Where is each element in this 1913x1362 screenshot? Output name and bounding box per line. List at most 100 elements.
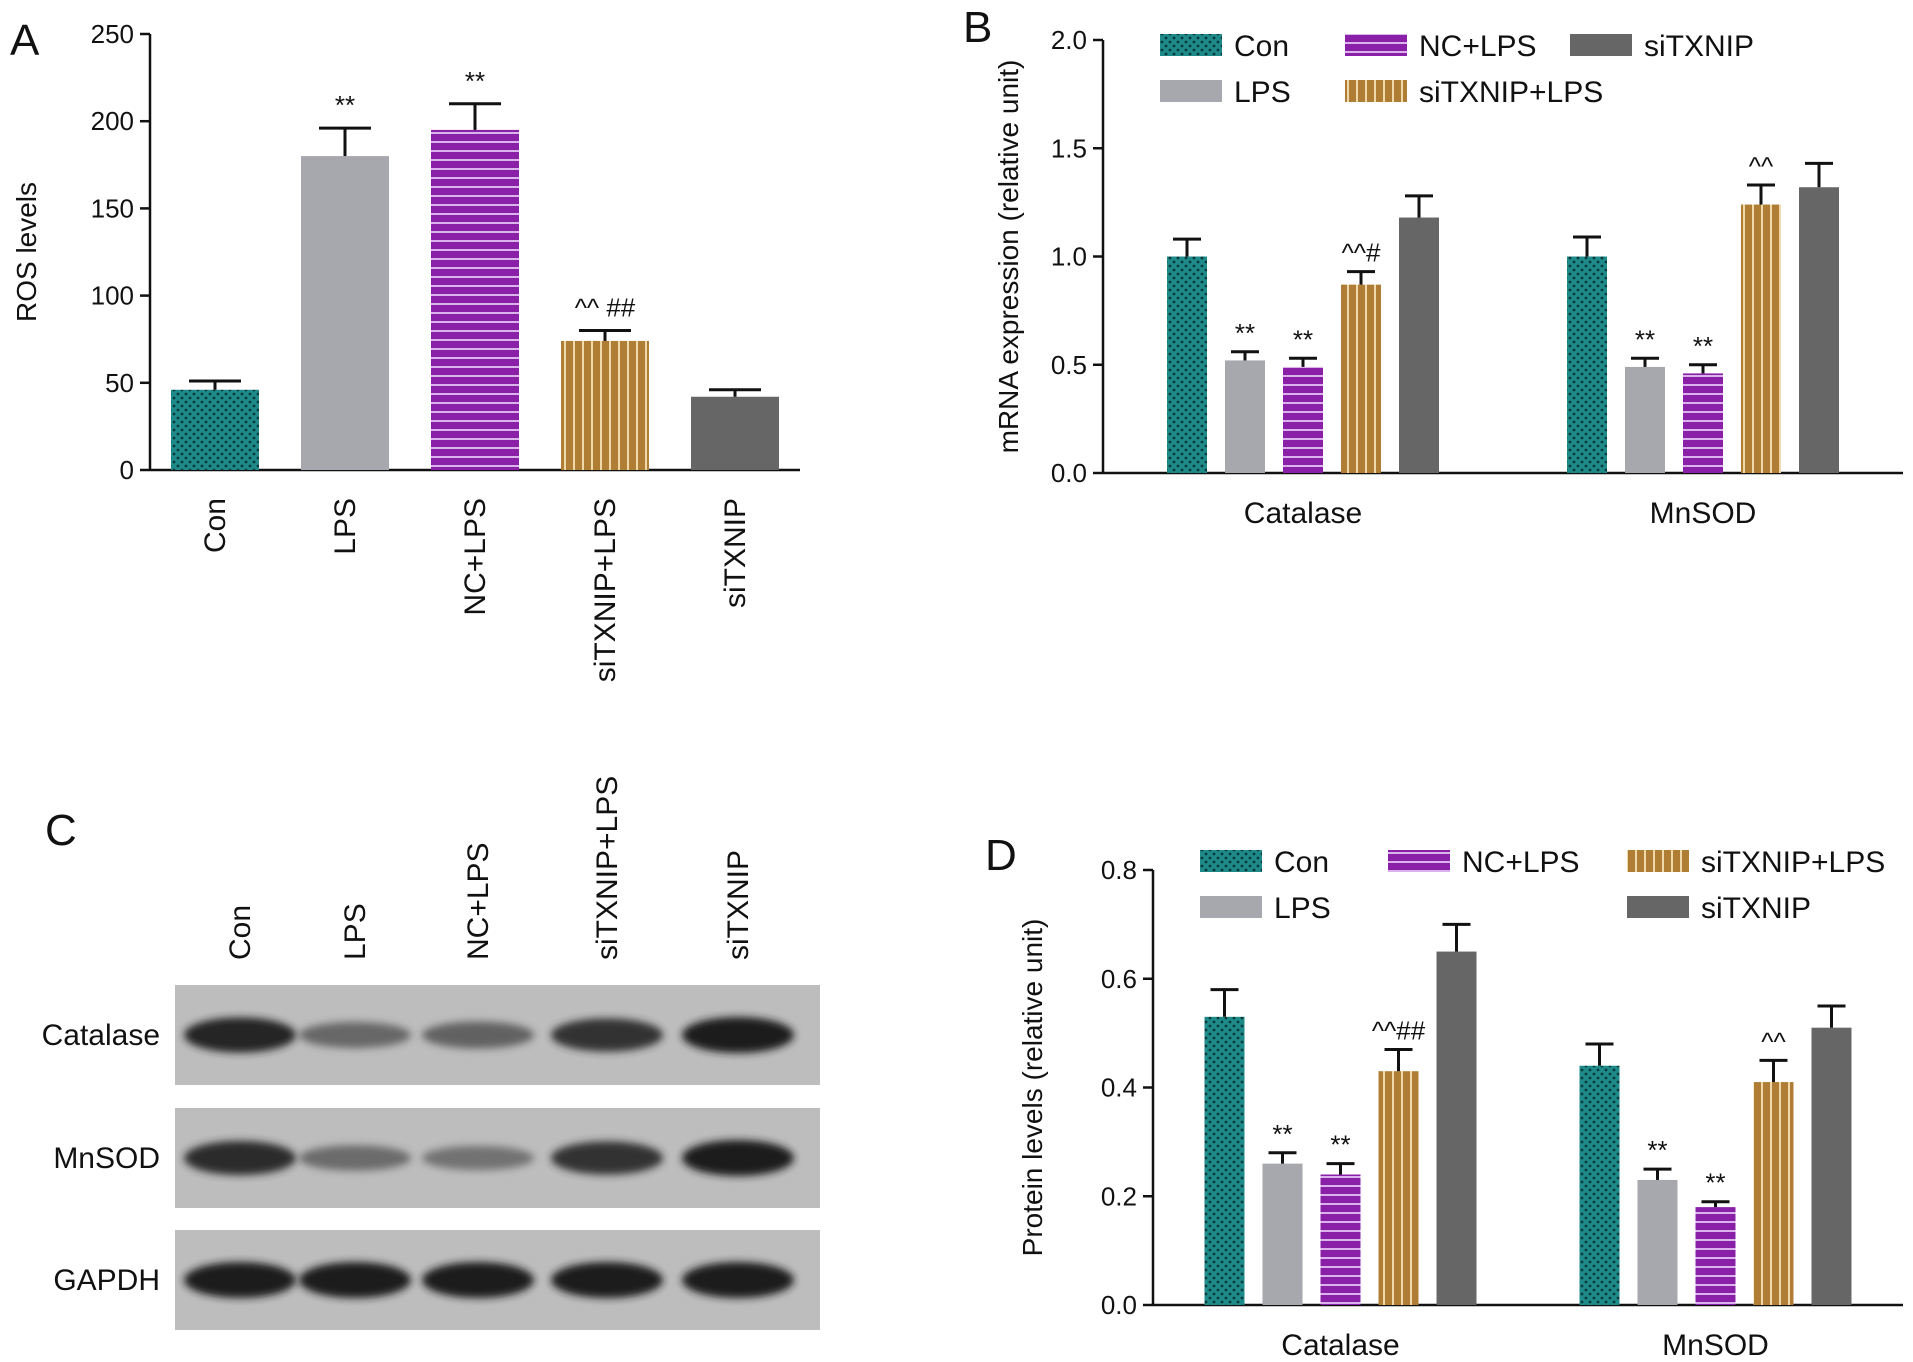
bar-lps-mnsod — [1637, 1179, 1678, 1305]
chart-d-protein-levels: 0.0 0.2 0.4 0.6 0.8 Protein levels (relative … — [1017, 846, 1903, 1362]
x-tick-label: NC+LPS — [459, 498, 492, 616]
lane-label-sitxnip: siTXNIP — [722, 850, 755, 960]
bar-nc-lps-catalase — [1283, 366, 1323, 473]
bar-sitxnip-lps-catalase — [1341, 284, 1381, 473]
blot-band — [551, 1018, 663, 1052]
lane-label-con: Con — [224, 905, 257, 960]
blot-band — [299, 1145, 411, 1171]
x-tick-label: LPS — [329, 498, 362, 555]
x-tick-label: siTXNIP — [719, 498, 752, 608]
legend-swatch-icon — [1200, 850, 1262, 872]
y-axis-label: ROS levels — [11, 182, 42, 322]
legend-swatch-icon — [1345, 34, 1407, 56]
legend-entry-sitxnip-lps: siTXNIP+LPS — [1345, 76, 1603, 109]
x-tick-label: Catalase — [1281, 1329, 1399, 1362]
y-tick-label: 0.2 — [1101, 1181, 1137, 1211]
legend-label: siTXNIP+LPS — [1701, 846, 1885, 879]
legend-label: siTXNIP — [1701, 892, 1811, 925]
legend-entry-con: Con — [1200, 846, 1329, 879]
x-tick-label: Catalase — [1244, 497, 1362, 530]
significance-label: ^^## — [1372, 1015, 1426, 1045]
significance-label: ** — [1272, 1119, 1292, 1149]
y-axis-label: Protein levels (relative unit) — [1017, 919, 1048, 1257]
bar-nc-lps-catalase — [1320, 1174, 1361, 1305]
y-tick-label: 200 — [91, 106, 134, 136]
y-tick-label: 0.5 — [1051, 350, 1087, 380]
panel-letter-a: A — [10, 16, 40, 65]
bar-con-mnsod — [1567, 256, 1607, 473]
bar-lps-catalase — [1262, 1163, 1303, 1305]
y-tick-label: 0.0 — [1101, 1290, 1137, 1320]
significance-label: ** — [1705, 1168, 1725, 1198]
legend-label: siTXNIP — [1644, 30, 1754, 63]
x-tick-label: MnSOD — [1650, 497, 1757, 530]
panel-letter-c: C — [45, 806, 77, 855]
legend-swatch-icon — [1345, 80, 1407, 102]
legend-entry-sitxnip-lps: siTXNIP+LPS — [1627, 846, 1885, 879]
bar-nc-lps-mnsod — [1695, 1207, 1736, 1305]
legend-swatch-icon — [1160, 80, 1222, 102]
significance-label: ** — [465, 66, 485, 96]
legend-entry-sitxnip: siTXNIP — [1570, 30, 1754, 63]
blot-band — [551, 1262, 663, 1298]
significance-label: ** — [1693, 331, 1713, 361]
significance-label: ** — [1330, 1130, 1350, 1160]
significance-label: ** — [1635, 324, 1655, 354]
bar-sitxnip-lps-mnsod — [1741, 204, 1781, 474]
blot-band — [299, 1262, 411, 1298]
legend-entry-con: Con — [1160, 30, 1289, 63]
legend-entry-nc-lps: NC+LPS — [1388, 846, 1580, 879]
significance-label: ^^ ## — [575, 292, 636, 322]
blot-band — [682, 1262, 794, 1298]
blot-band — [184, 1262, 296, 1298]
y-tick-label: 0.4 — [1101, 1073, 1137, 1103]
y-axis-label: mRNA expression (relative unit) — [993, 60, 1024, 454]
bar-lps — [301, 156, 389, 470]
legend-label: NC+LPS — [1462, 846, 1580, 879]
bar-con-mnsod — [1579, 1065, 1620, 1305]
legend-entry-sitxnip: siTXNIP — [1627, 892, 1811, 925]
bar-lps-mnsod — [1625, 366, 1665, 473]
legend-swatch-icon — [1200, 896, 1262, 918]
blot-band — [551, 1141, 663, 1175]
significance-label: ** — [335, 90, 355, 120]
legend-entry-nc-lps: NC+LPS — [1345, 30, 1537, 63]
legend-swatch-icon — [1570, 34, 1632, 56]
legend-entry-lps: LPS — [1160, 76, 1291, 109]
y-tick-label: 150 — [91, 193, 134, 223]
significance-label: ** — [1647, 1135, 1667, 1165]
western-blot-panel: Con LPS NC+LPS siTXNIP+LPS siTXNIP Catalase Mn… — [42, 776, 820, 1330]
blot-band — [422, 1021, 534, 1049]
blot-band — [682, 1017, 794, 1053]
x-tick-label: Con — [199, 498, 232, 553]
blot-row-label: Catalase — [42, 1019, 160, 1052]
blot-band — [422, 1262, 534, 1298]
lane-label-lps: LPS — [339, 903, 372, 960]
legend-label: LPS — [1234, 76, 1291, 109]
legend-swatch-icon — [1160, 34, 1222, 56]
significance-label: ^^ — [1761, 1026, 1786, 1056]
legend-entry-lps: LPS — [1200, 892, 1331, 925]
bar-nc-lps-mnsod — [1683, 373, 1723, 473]
bar-sitxnip-catalase — [1399, 217, 1439, 473]
legend-swatch-icon — [1627, 850, 1689, 872]
bar-lps-catalase — [1225, 360, 1265, 473]
y-tick-label: 1.5 — [1051, 133, 1087, 163]
bar-sitxnip-mnsod — [1811, 1027, 1852, 1305]
chart-a-ros-levels: 0 50 100 150 200 250 ROS levels Con ** LPS ** NC+LP… — [11, 19, 800, 682]
legend-label: Con — [1274, 846, 1329, 879]
lane-label-nc-lps: NC+LPS — [462, 842, 495, 960]
y-tick-label: 1.0 — [1051, 242, 1087, 272]
bar-con-catalase — [1204, 1016, 1245, 1305]
significance-label: ** — [1235, 318, 1255, 348]
blot-band — [184, 1140, 296, 1176]
chart-b-mrna-expression: 0.0 0.5 1.0 1.5 2.0 mRNA expression (relative… — [993, 25, 1903, 530]
significance-label: ** — [1293, 324, 1313, 354]
bar-sitxnip-lps — [561, 340, 649, 470]
y-tick-label: 0.6 — [1101, 964, 1137, 994]
panel-letter-b: B — [963, 3, 992, 52]
bar-nc-lps — [431, 129, 519, 471]
legend-label: siTXNIP+LPS — [1419, 76, 1603, 109]
legend-label: NC+LPS — [1419, 30, 1537, 63]
